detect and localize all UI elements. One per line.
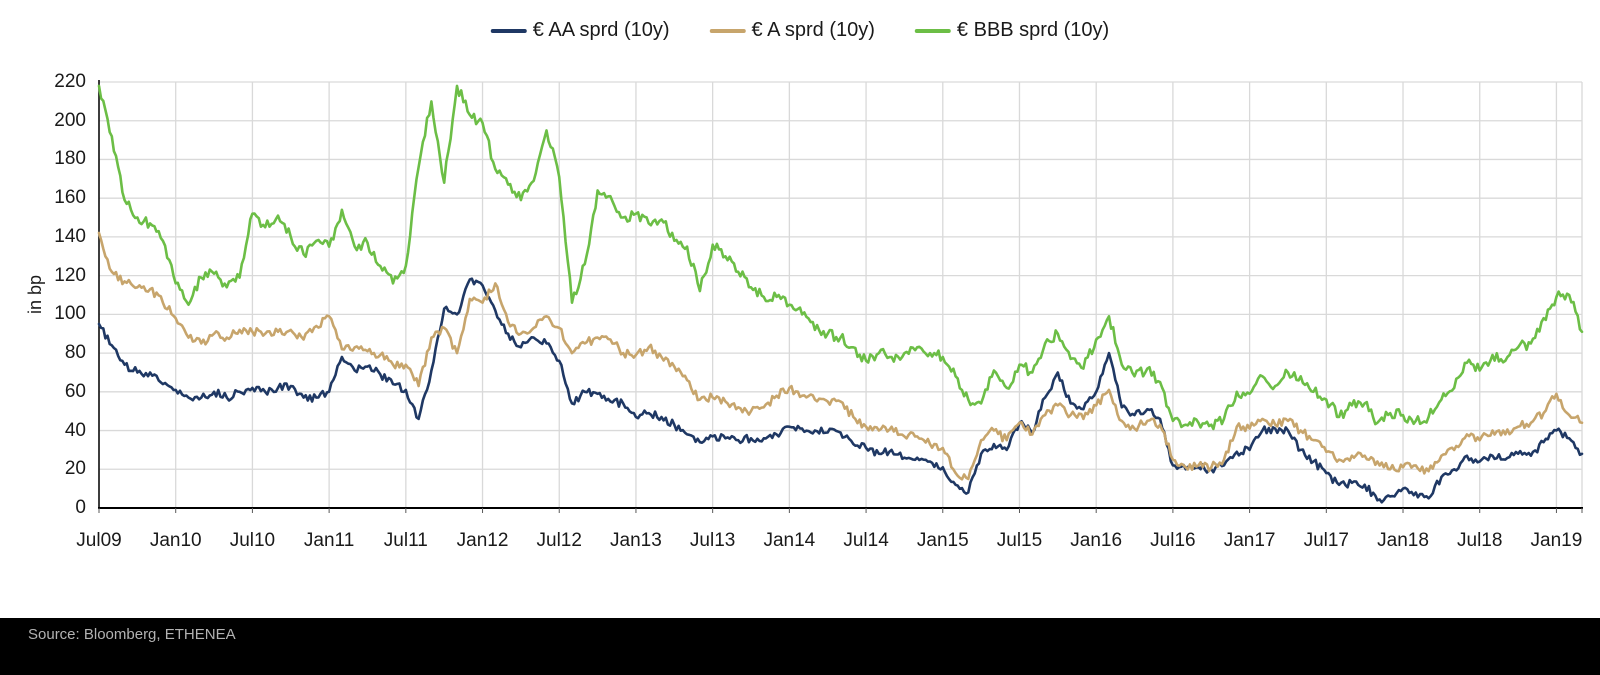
x-tick-label-Jan19: Jan19: [1530, 530, 1583, 551]
x-tick-label-Jan10: Jan10: [149, 530, 202, 551]
x-tick-label-Jan14: Jan14: [763, 530, 816, 551]
y-tick-label-200: 200: [54, 109, 86, 131]
y-tick-label-120: 120: [54, 264, 86, 286]
x-tick-label-Jul13: Jul13: [689, 530, 736, 551]
x-tick-label-Jul17: Jul17: [1303, 530, 1349, 551]
a-line-swatch: [709, 28, 746, 33]
axes: [98, 80, 1583, 513]
series-line-0: [97, 277, 1584, 504]
x-tick-label-Jan18: Jan18: [1377, 530, 1429, 551]
y-tick-label-80: 80: [64, 342, 86, 364]
y-tick-label-0: 0: [75, 497, 86, 518]
x-tick-label-Jul10: Jul10: [229, 530, 276, 551]
y-tick-label-160: 160: [54, 187, 86, 209]
x-tick-label-Jan15: Jan15: [916, 530, 969, 551]
x-tick-label-Jul12: Jul12: [536, 530, 582, 551]
x-tick-label-Jan11: Jan11: [303, 530, 355, 551]
source-footer-bar: Source: Bloomberg, ETHENEA: [0, 618, 1600, 675]
aa-legend-label: € AA sprd (10y): [532, 19, 670, 41]
y-tick-label-40: 40: [64, 419, 86, 441]
y-tick-label-20: 20: [64, 458, 86, 480]
x-tick-label-Jan13: Jan13: [610, 530, 662, 551]
x-tick-label-Jul11: Jul11: [383, 530, 428, 551]
series-lines: [97, 84, 1584, 504]
x-tick-label-Jul15: Jul15: [996, 530, 1043, 551]
y-tick-label-140: 140: [54, 225, 86, 247]
y-tick-label-180: 180: [54, 148, 86, 170]
source-text: Source: Bloomberg, ETHENEA: [28, 626, 236, 643]
bbb-line-swatch: [914, 28, 951, 33]
legend-item-bbb: € BBB sprd (10y): [914, 19, 1110, 42]
x-tick-label-Jul09: Jul09: [76, 530, 122, 551]
x-tick-label-Jul16: Jul16: [1150, 530, 1196, 551]
legend-item-aa: € AA sprd (10y): [490, 19, 670, 42]
series-line-1: [97, 231, 1584, 481]
series-line-2: [97, 84, 1584, 431]
x-tick-label-Jan16: Jan16: [1070, 530, 1123, 551]
bbb-legend-label: € BBB sprd (10y): [956, 19, 1110, 41]
legend-item-a: € A sprd (10y): [709, 19, 875, 42]
x-tick-label-Jan17: Jan17: [1223, 530, 1276, 551]
a-legend-label: € A sprd (10y): [751, 19, 875, 41]
chart-legend: € AA sprd (10y) € A sprd (10y) € BBB spr…: [490, 19, 1110, 42]
y-tick-label-220: 220: [54, 71, 86, 92]
gridlines: [98, 81, 1583, 508]
y-tick-label-60: 60: [64, 380, 86, 402]
x-tick-label-Jul18: Jul18: [1457, 530, 1503, 551]
y-tick-label-100: 100: [54, 303, 86, 325]
x-tick-label-Jul14: Jul14: [843, 530, 889, 551]
x-tick-label-Jan12: Jan12: [456, 530, 509, 551]
aa-line-swatch: [490, 28, 527, 33]
